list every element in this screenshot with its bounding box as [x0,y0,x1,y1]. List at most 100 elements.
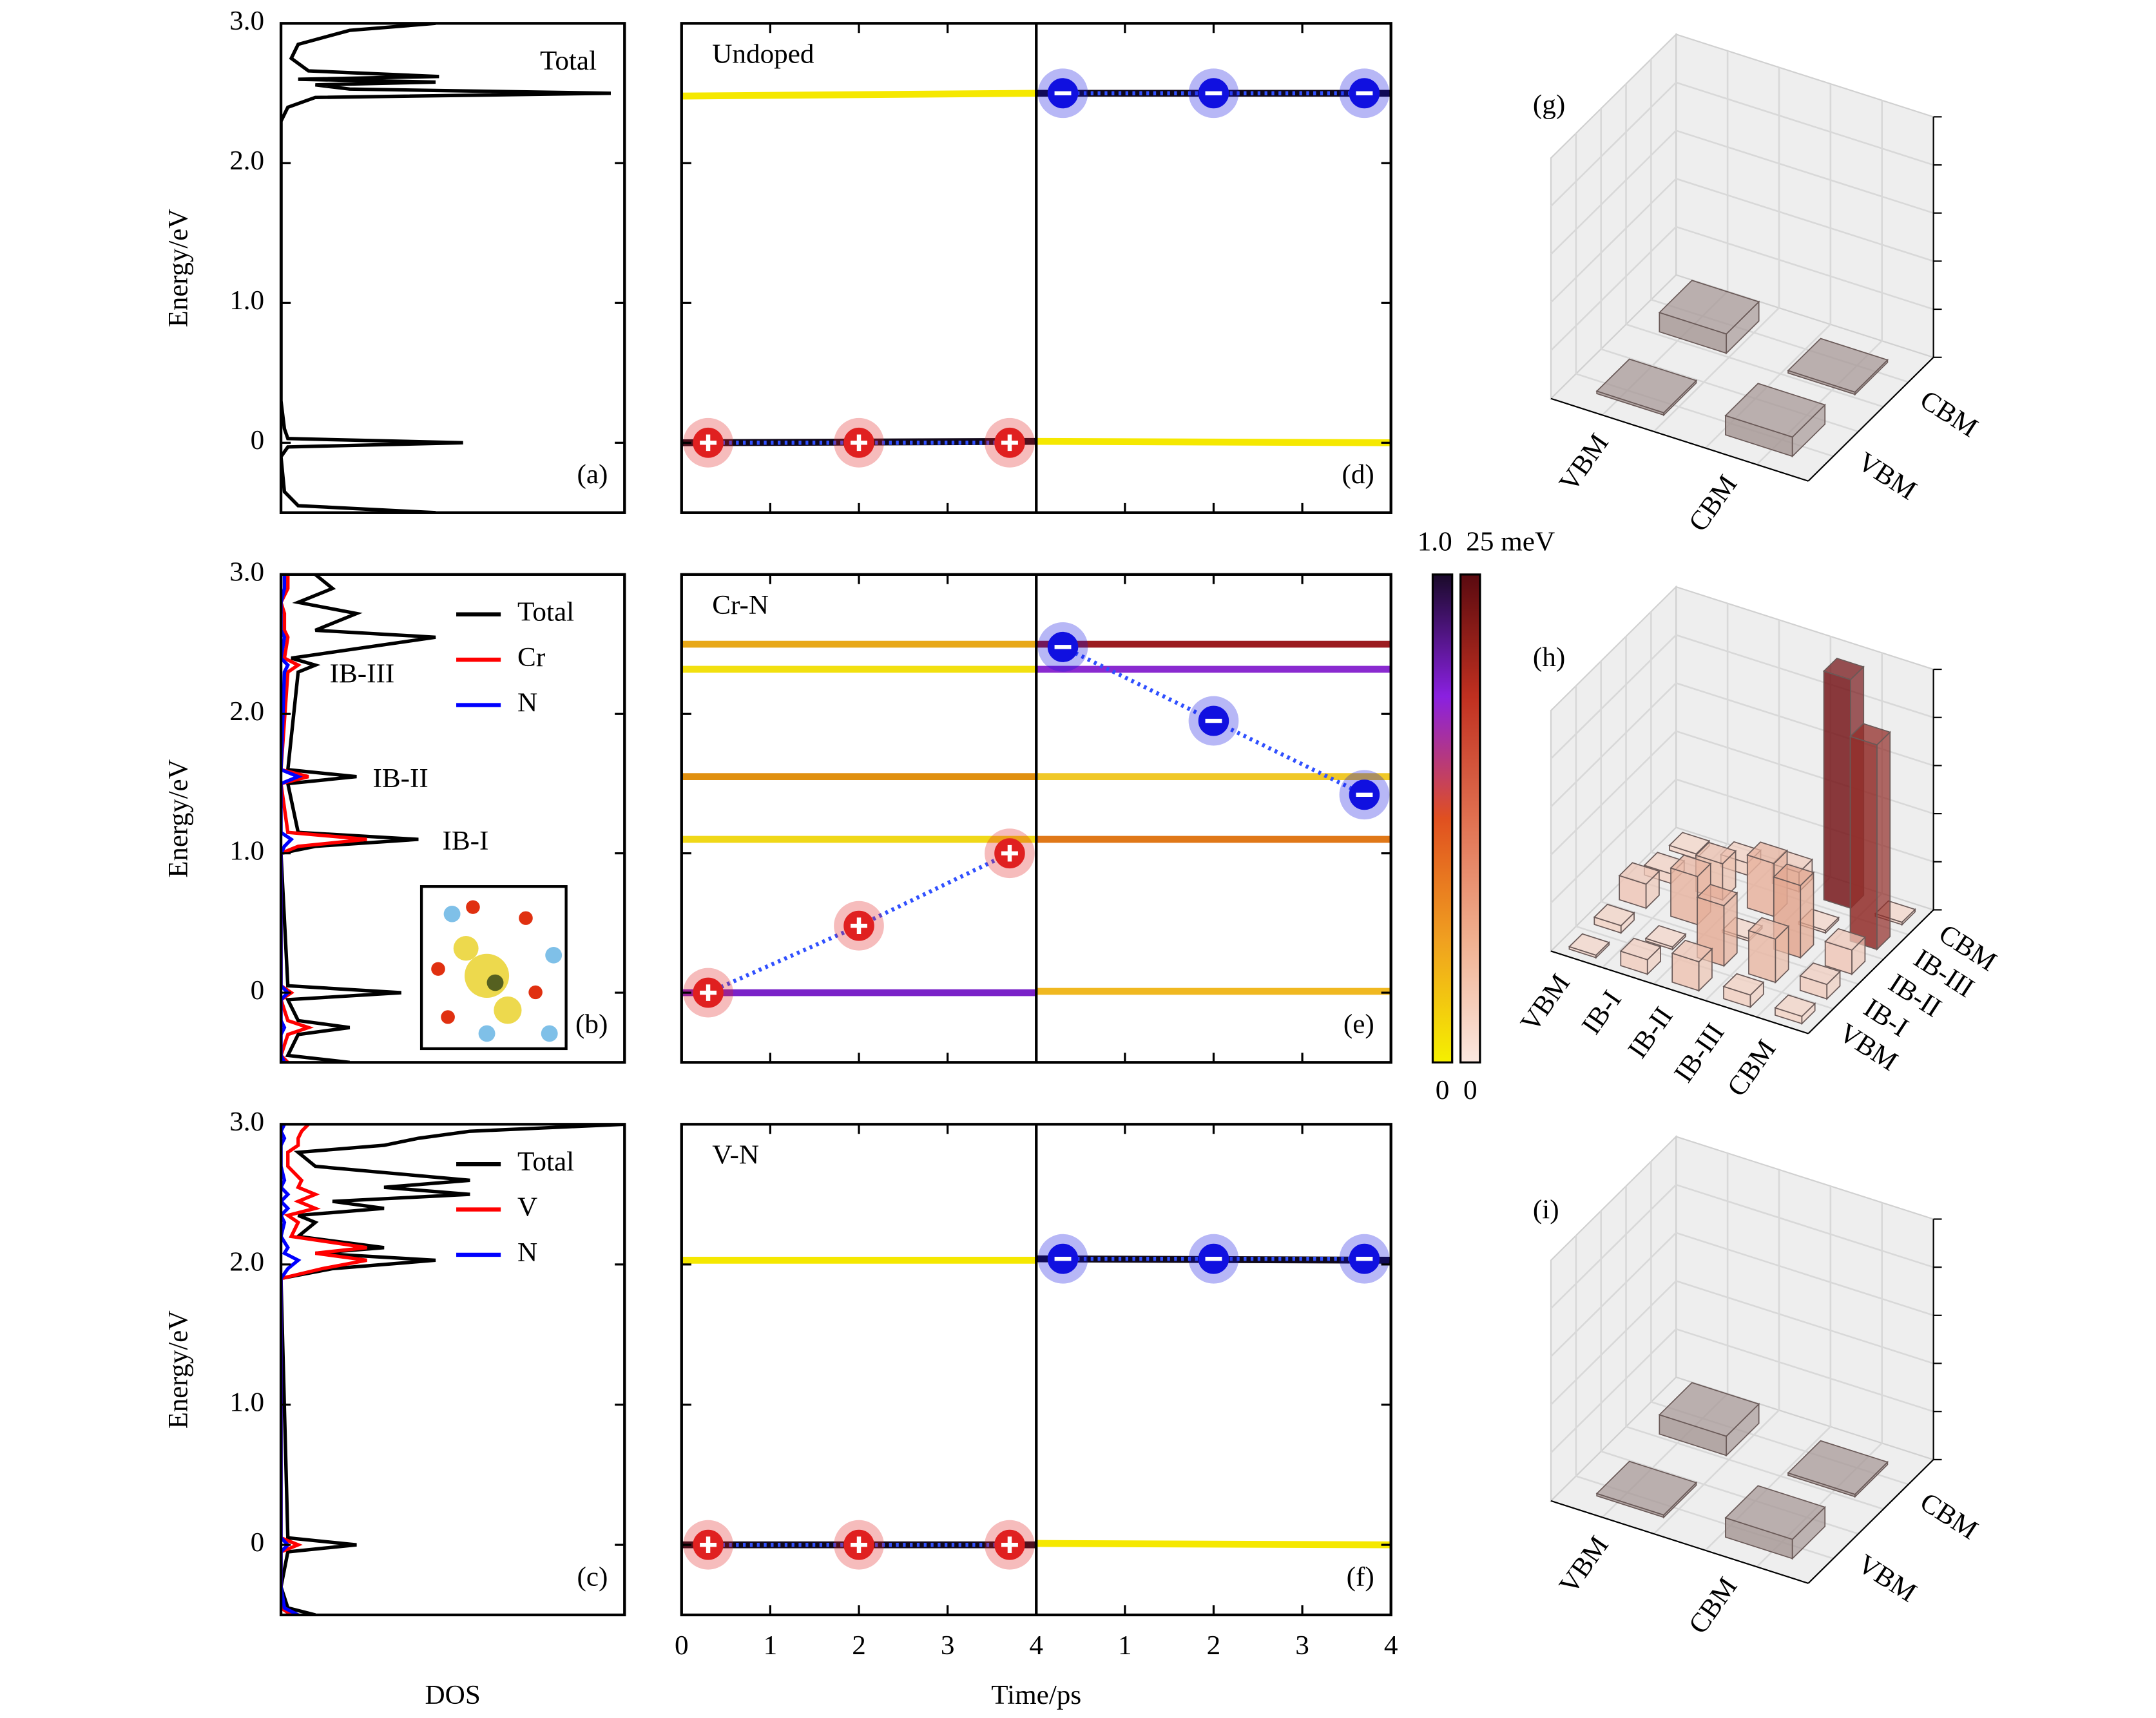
x-axis [1550,950,1809,1035]
panel-label: (a) [577,459,608,490]
inset-atom [431,962,445,976]
colorbar-label: 1.0 [1418,527,1452,557]
legend-label: Cr [517,642,545,673]
bar-top [1824,928,1867,951]
y-tick-label: 0 [251,975,265,1006]
dos-line [281,1124,367,1615]
inset-atom [443,906,461,922]
bar-top [1695,841,1737,864]
bar [1722,973,1765,1009]
panel-label: (g) [1533,90,1565,120]
inset-atom [441,1010,455,1024]
pane-grid [1550,1280,1677,1406]
x-tick-label: 4 [1384,1630,1398,1661]
dos-line [281,23,611,513]
pane-grid [1626,1426,1884,1510]
bar-top [1774,994,1816,1017]
y-tick-label: 3.0 [229,557,264,587]
y-tick-label: 2.0 [229,146,264,176]
pane-grid [1653,1409,1780,1535]
annotation: IB-I [442,826,488,856]
dos-line [281,1124,625,1615]
bar-top [1619,937,1662,960]
pane-grid [1550,178,1677,303]
bar [1774,994,1816,1026]
colorbar-label: 25 meV [1466,527,1555,557]
legend-label: Total [517,1147,574,1177]
pane-grid [1675,634,1934,718]
y-axis [1807,356,1934,482]
bar [1618,862,1660,910]
y-tick-label: 0 [251,425,265,455]
bar-face [1670,867,1699,926]
bar-top [1568,933,1610,956]
y-tick-label: 1.0 [229,285,264,316]
panel-label: (d) [1342,459,1374,490]
legend-label: Total [517,597,574,627]
x-axis [1550,397,1809,482]
bar-top [1595,1460,1698,1516]
bar-top [1668,832,1711,855]
pane-grid [1550,682,1677,808]
panel-label: (c) [577,1562,608,1592]
pane-grid [1675,1280,1934,1364]
energy-level [681,90,1037,100]
x-tick-label: 1 [1118,1630,1132,1661]
panel-label: (f) [1347,1562,1374,1592]
bar [1595,1460,1698,1519]
colorbar [1459,573,1481,1064]
bar [1644,925,1687,951]
bar-top [1618,862,1660,885]
pane-grid [1675,1183,1934,1268]
bar-top [1746,841,1789,864]
bar-top [1593,903,1635,926]
bar-top [1722,973,1765,996]
pane-grid [1675,178,1934,262]
inset-atom [465,953,510,998]
bar-top [1595,358,1698,414]
axes-frame [279,22,626,514]
pane-grid [1675,1328,1934,1413]
legend-label: N [517,1237,537,1268]
pane-grid [1550,129,1677,255]
bar [1799,962,1842,1000]
bar-face [1849,736,1878,951]
pane-grid [1653,307,1780,432]
x-tick-label: 0 [675,1630,689,1661]
pane-grid [1550,634,1677,759]
y-axis [1807,1459,1934,1584]
panel-label: (h) [1533,642,1565,673]
bar [1658,280,1760,355]
legend-label: N [517,688,537,718]
y-tick-label: 2.0 [229,1247,264,1277]
panel-title: Cr-N [712,590,769,620]
pane-grid [1550,778,1677,904]
energy-level [1036,437,1391,446]
y-tick-label: 0 [251,1527,265,1558]
pane-grid [1675,129,1934,214]
y-axis-label: Energy/eV [163,1310,193,1429]
y-axis-label: Energy/eV [163,209,193,327]
bar-top [1658,280,1760,335]
bar [1787,1440,1889,1498]
legend-label: V [517,1192,537,1223]
panel-title: Undoped [712,39,814,69]
y-tick-label: 3.0 [229,1107,264,1137]
y-tick-label: 2.0 [229,696,264,727]
axes-frame [279,573,626,1064]
bar-face [1876,730,1891,951]
bar-top [1787,1440,1889,1495]
inset-atom [519,911,533,925]
y-axis-label: Energy/eV [163,759,193,878]
pane-grid [1626,323,1884,408]
inset-atom [494,996,522,1024]
pane-grid [1550,82,1677,207]
bar-top [1849,723,1891,746]
bar-top [1670,854,1712,877]
bar-top [1671,939,1713,963]
y-tick-label: 1.0 [229,836,264,866]
energy-level [1036,1540,1391,1549]
inset-atom [486,974,504,991]
x-tick-label: 2 [852,1630,866,1661]
